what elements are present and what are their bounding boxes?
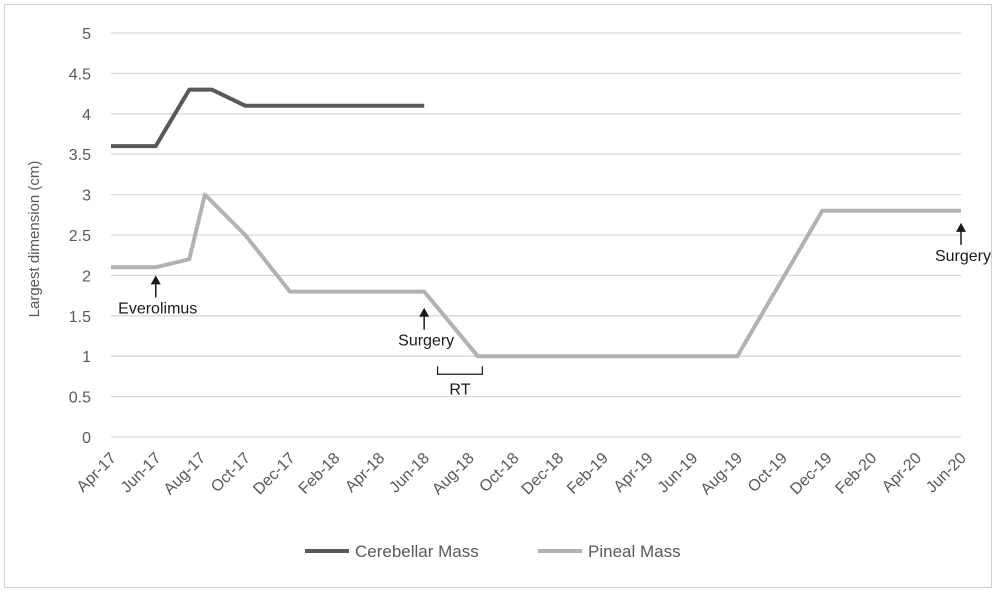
- x-tick-label: Feb-18: [296, 450, 344, 498]
- legend: Cerebellar Mass Pineal Mass: [305, 542, 681, 561]
- series-lines: [111, 87, 961, 359]
- y-tick-label: 0.5: [69, 390, 91, 407]
- y-axis-ticks: 0 0.5 1 1.5 2 2.5 3 3.5 4 4.5 5: [69, 26, 91, 447]
- x-tick-label: Apr-18: [342, 450, 388, 496]
- line-chart: 0 0.5 1 1.5 2 2.5 3 3.5 4 4.5 5 Apr-17Jun-17Aug-17…: [26, 26, 991, 561]
- x-tick-label: Dec-19: [787, 450, 836, 499]
- x-tick-label: Aug-19: [698, 450, 747, 499]
- y-tick-label: 1.5: [69, 309, 91, 326]
- x-tick-label: Jun-18: [386, 450, 433, 497]
- y-tick-label: 4.5: [69, 66, 91, 83]
- x-tick-label: Aug-18: [429, 450, 478, 499]
- annotation-label: RT: [449, 381, 470, 398]
- x-tick-label: Dec-18: [519, 450, 568, 499]
- annotation-arrow-head: [956, 222, 966, 232]
- annotation-label: Everolimus: [118, 300, 197, 317]
- gridlines: [111, 32, 961, 438]
- x-tick-label: Apr-20: [879, 450, 925, 496]
- x-tick-label: Oct-19: [745, 450, 791, 496]
- x-tick-label: Dec-17: [250, 450, 299, 499]
- x-tick-label: Oct-17: [208, 450, 254, 496]
- annotation-label: Surgery: [935, 248, 991, 265]
- x-tick-label: Jun-20: [923, 450, 970, 497]
- annotation-arrow-head: [419, 307, 430, 317]
- y-tick-label: 3: [82, 188, 91, 205]
- y-tick-label: 2: [82, 268, 91, 285]
- x-tick-label: Apr-19: [611, 450, 657, 496]
- y-tick-label: 2.5: [69, 228, 91, 245]
- y-tick-label: 0: [82, 430, 91, 447]
- y-tick-label: 4: [82, 107, 91, 124]
- y-axis-title: Largest dimension (cm): [26, 161, 43, 318]
- x-tick-label: Jun-19: [655, 450, 702, 497]
- legend-label: Pineal Mass: [588, 542, 681, 561]
- y-tick-label: 1: [82, 349, 91, 366]
- x-tick-label: Oct-18: [476, 450, 522, 496]
- x-tick-label: Jun-17: [118, 450, 165, 497]
- annotations: Everolimus Surgery Surgery RT: [118, 222, 991, 398]
- x-tick-label: Aug-17: [161, 450, 210, 499]
- legend-label: Cerebellar Mass: [355, 542, 479, 561]
- x-axis-ticks: Apr-17Jun-17Aug-17Oct-17Dec-17Feb-18Apr-…: [74, 450, 970, 499]
- x-tick-label: Feb-19: [564, 450, 612, 498]
- y-tick-label: 3.5: [69, 147, 91, 164]
- annotation-arrow-head: [150, 275, 161, 285]
- rt-bracket: [436, 366, 483, 375]
- chart-frame: 0 0.5 1 1.5 2 2.5 3 3.5 4 4.5 5 Apr-17 Jun-17 Aug-17…: [4, 4, 992, 588]
- annotation-label: Surgery: [398, 333, 454, 350]
- x-tick-label: Apr-17: [74, 450, 120, 496]
- y-tick-label: 5: [82, 26, 91, 43]
- x-tick-label: Feb-20: [832, 450, 880, 498]
- pineal-mass-line: [111, 192, 961, 359]
- cerebellar-mass-line: [111, 87, 425, 149]
